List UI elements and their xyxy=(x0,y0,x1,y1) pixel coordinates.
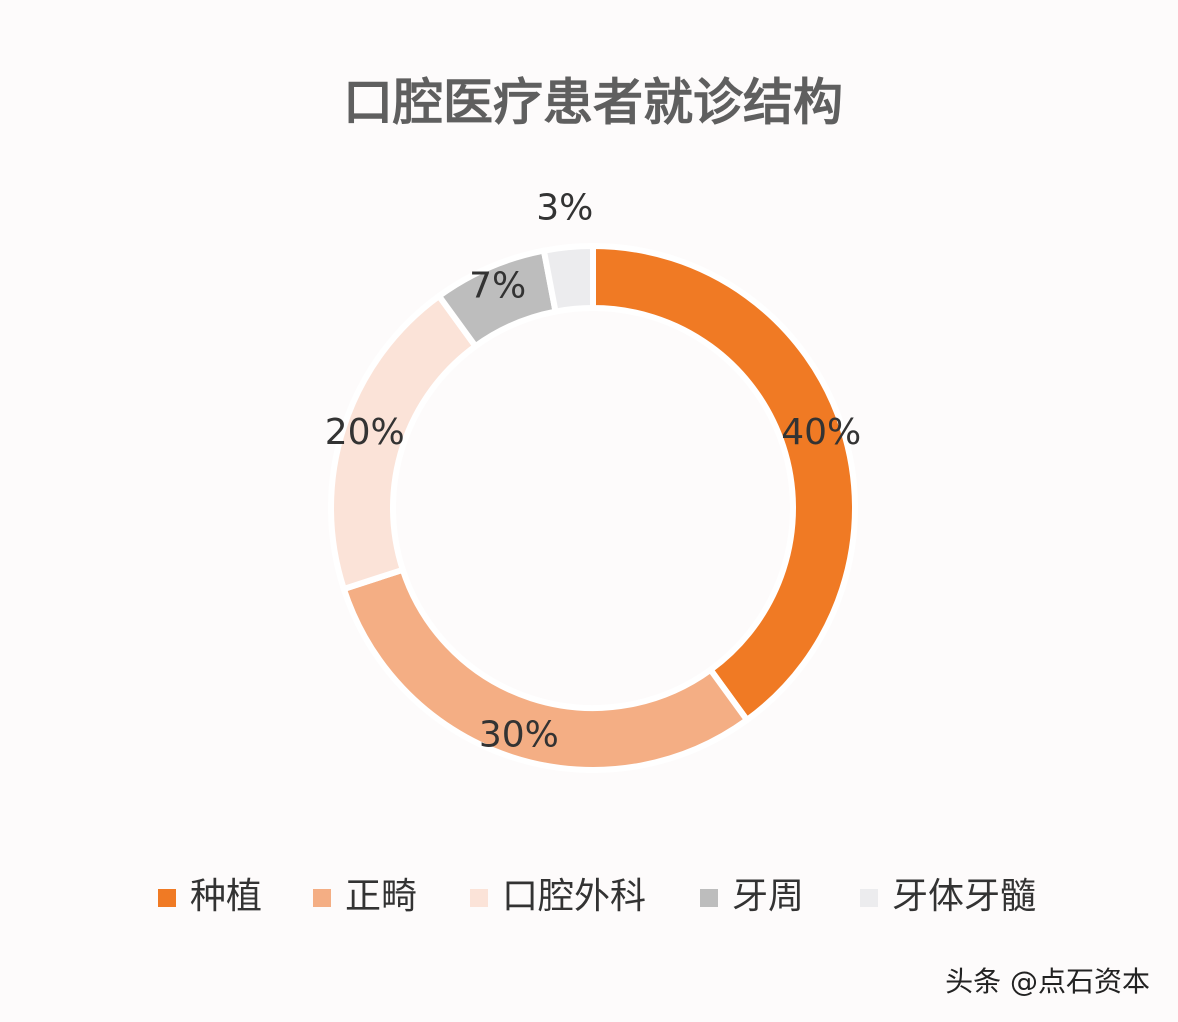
donut-segment xyxy=(590,242,858,725)
legend-label: 种植 xyxy=(190,876,262,917)
legend-swatch xyxy=(158,889,176,907)
value-label: 30% xyxy=(479,714,559,755)
value-label: 7% xyxy=(469,266,526,307)
value-label: 40% xyxy=(781,412,861,453)
donut-segment xyxy=(340,566,752,773)
legend-swatch xyxy=(470,889,488,907)
value-label: 20% xyxy=(325,412,405,453)
value-label: 3% xyxy=(536,187,593,228)
legend-label: 牙体牙髓 xyxy=(892,876,1036,917)
legend-label: 口腔外科 xyxy=(502,876,646,917)
legend-label: 正畸 xyxy=(345,876,417,917)
legend-swatch xyxy=(700,889,718,907)
legend-swatch xyxy=(313,889,331,907)
chart-title: 口腔医疗患者就诊结构 xyxy=(343,74,843,132)
legend-swatch xyxy=(860,889,878,907)
donut-segment xyxy=(540,242,596,316)
legend-label: 牙周 xyxy=(732,876,804,917)
watermark: 头条 @点石资本 xyxy=(945,965,1150,998)
